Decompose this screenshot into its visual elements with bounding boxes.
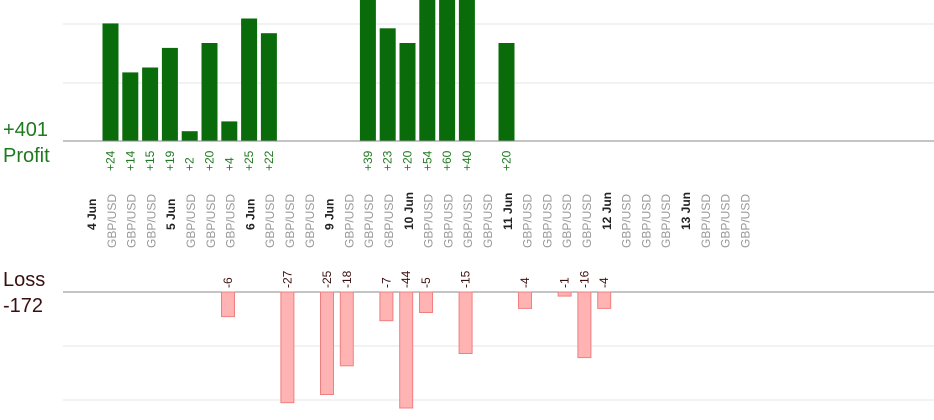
day-label: 6 Jun [243, 199, 257, 230]
profit-data-label: +24 [104, 150, 118, 171]
day-label: 13 Jun [679, 192, 693, 230]
profit-data-label: +23 [381, 150, 395, 171]
loss-bar [518, 291, 532, 309]
loss-data-label: -16 [577, 270, 591, 288]
profit-bar [379, 28, 396, 141]
loss-bar [221, 291, 235, 318]
profit-bar [458, 0, 475, 141]
trade-pair-label: GBP/USD [105, 194, 119, 248]
profit-bar [359, 0, 376, 141]
profit-data-label: +19 [163, 150, 177, 171]
loss-data-label: -4 [597, 277, 611, 288]
profit-bar [221, 121, 238, 141]
profit-data-label: +40 [460, 150, 474, 171]
trade-pair-label: GBP/USD [521, 194, 535, 248]
trade-pair-label: GBP/USD [659, 194, 673, 248]
trade-pair-label: GBP/USD [699, 194, 713, 248]
trade-pair-label: GBP/USD [283, 194, 297, 248]
profit-data-label: +25 [242, 150, 256, 171]
profit-bar [439, 0, 456, 141]
profit-data-label: +4 [222, 157, 236, 171]
trade-pair-label: GBP/USD [144, 194, 158, 248]
trade-pair-label: GBP/USD [719, 194, 733, 248]
profit-data-label: +20 [401, 150, 415, 171]
loss-bar [399, 291, 414, 409]
trade-pair-label: GBP/USD [481, 194, 495, 248]
loss-bar [557, 291, 572, 297]
profit-data-label: +20 [203, 150, 217, 171]
profit-bar [419, 0, 436, 141]
loss-bar [280, 291, 295, 404]
profit-data-label: +60 [440, 150, 454, 171]
day-label: 9 Jun [323, 199, 337, 230]
trade-pair-label: GBP/USD [362, 194, 376, 248]
loss-total: -172 [3, 295, 44, 317]
profit-bar [498, 43, 515, 141]
day-label: 4 Jun [85, 199, 99, 230]
trade-pair-label: GBP/USD [125, 194, 139, 248]
loss-data-label: -15 [459, 270, 473, 288]
profit-data-label: +22 [262, 150, 276, 171]
trade-pair-label: GBP/USD [461, 194, 475, 248]
trade-pair-label: GBP/USD [738, 194, 752, 248]
profit-data-label: +14 [123, 150, 137, 171]
day-label: 5 Jun [164, 199, 178, 230]
profit-bar [122, 72, 139, 141]
loss-data-label: -44 [399, 270, 413, 288]
profit-bar [399, 43, 416, 141]
profit-data-label: +15 [143, 150, 157, 171]
trade-pair-label: GBP/USD [204, 194, 218, 248]
trade-pair-label: GBP/USD [639, 194, 653, 248]
loss-data-label: -27 [280, 270, 294, 288]
loss-bar [419, 291, 433, 313]
loss-data-label: -5 [419, 277, 433, 288]
loss-label: Loss [3, 269, 46, 291]
loss-bar [339, 291, 354, 367]
trade-pair-label: GBP/USD [540, 194, 554, 248]
loss-data-label: -6 [221, 277, 235, 288]
profit-bar [142, 67, 159, 141]
trade-pair-label: GBP/USD [224, 194, 238, 248]
profit-label: Profit [3, 145, 50, 167]
profit-data-label: +54 [420, 150, 434, 171]
loss-bar [458, 291, 473, 354]
trade-pair-label: GBP/USD [620, 194, 634, 248]
loss-data-label: -4 [518, 277, 532, 288]
day-label: 11 Jun [501, 193, 515, 230]
loss-bar [320, 291, 334, 395]
profit-data-label: +2 [183, 157, 197, 171]
loss-bar [597, 291, 612, 309]
day-label: 10 Jun [402, 192, 416, 230]
trade-pair-label: GBP/USD [441, 194, 455, 248]
trade-pair-label: GBP/USD [303, 194, 317, 248]
profit-bar [161, 47, 178, 141]
loss-bar [577, 291, 592, 359]
profit-bar [241, 18, 258, 141]
trade-pair-label: GBP/USD [580, 194, 594, 248]
profit-total: +401 [3, 119, 49, 141]
profit-bar [201, 43, 218, 141]
trade-pair-label: GBP/USD [382, 194, 396, 248]
trade-pair-label: GBP/USD [342, 194, 356, 248]
profit-bar [260, 33, 277, 142]
loss-bar [379, 291, 394, 322]
trade-pair-label: GBP/USD [184, 194, 198, 248]
profit-bar [181, 131, 198, 141]
day-label: 12 Jun [600, 192, 614, 230]
trade-pair-label: GBP/USD [560, 194, 574, 248]
trade-pair-label: GBP/USD [422, 194, 436, 248]
loss-data-label: -18 [340, 270, 354, 288]
trade-pair-label: GBP/USD [263, 194, 277, 248]
loss-data-label: -7 [379, 277, 393, 288]
profit-data-label: +20 [500, 150, 514, 171]
loss-data-label: -1 [558, 277, 572, 288]
profit-data-label: +39 [361, 150, 375, 171]
profit-bar [102, 23, 119, 141]
loss-data-label: -25 [320, 270, 334, 288]
